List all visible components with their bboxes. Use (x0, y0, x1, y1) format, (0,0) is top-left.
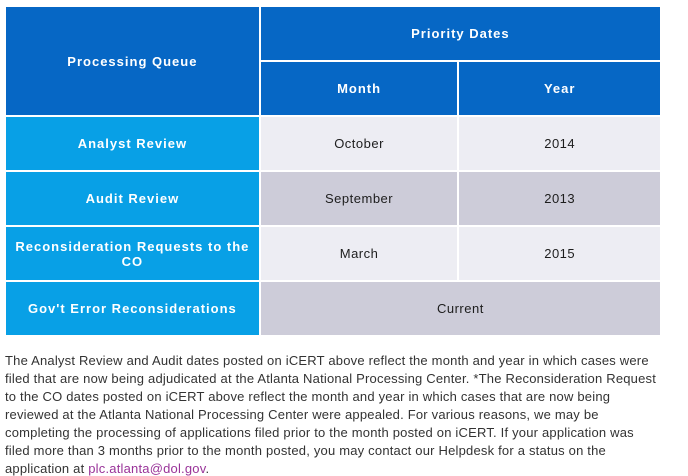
year-header-cell: Year (459, 62, 660, 115)
footnote: The Analyst Review and Audit dates poste… (5, 352, 662, 476)
queue-cell-audit-review: Audit Review (6, 172, 259, 225)
footnote-text: The Analyst Review and Audit dates poste… (5, 353, 657, 476)
table-row: Gov't Error Reconsiderations Current (6, 282, 660, 335)
queue-cell-analyst-review: Analyst Review (6, 117, 259, 170)
current-status-cell: Current (260, 282, 660, 335)
header-row-1: Processing Queue Priority Dates (6, 7, 660, 115)
month-cell: October (260, 117, 458, 170)
month-cell: March (260, 227, 458, 280)
header-row-2: Month Year (6, 62, 660, 115)
table-row: Analyst Review October 2014 (6, 117, 660, 170)
table-row: Reconsideration Requests to the CO March… (6, 227, 660, 280)
helpdesk-email-link[interactable]: plc.atlanta@dol.gov (88, 461, 206, 476)
processing-queue-header-cell: Processing Queue (6, 7, 259, 115)
processing-queue-table: Processing Queue Priority Dates Month Ye… (4, 5, 662, 337)
month-header-cell: Month (260, 62, 458, 115)
queue-cell-govt-error-reconsiderations: Gov't Error Reconsiderations (6, 282, 259, 335)
queue-cell-reconsideration-requests: Reconsideration Requests to the CO (6, 227, 259, 280)
month-cell: September (260, 172, 458, 225)
year-cell: 2013 (459, 172, 660, 225)
priority-dates-header-cell: Priority Dates (260, 7, 660, 60)
year-cell: 2014 (459, 117, 660, 170)
table-row: Audit Review September 2013 (6, 172, 660, 225)
footnote-period: . (205, 461, 210, 476)
year-cell: 2015 (459, 227, 660, 280)
